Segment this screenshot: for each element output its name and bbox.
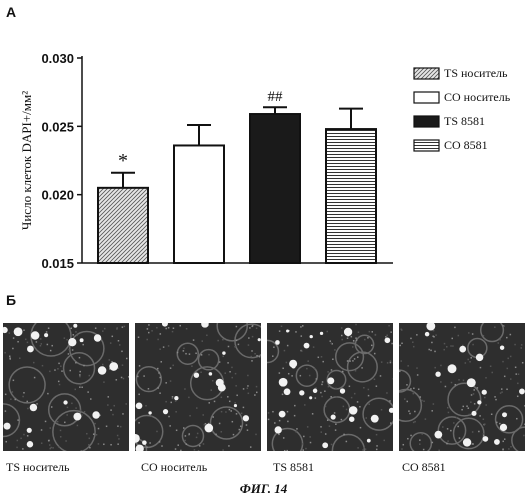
micrograph-caption-co-vehicle: CO носитель — [141, 460, 207, 475]
micrograph-ts-8581 — [267, 323, 393, 451]
micrograph-caption-co-8581: CO 8581 — [402, 460, 446, 475]
micrograph-image — [135, 323, 261, 451]
micrograph-co-vehicle — [135, 323, 261, 451]
legend-label: CO 8581 — [444, 138, 488, 152]
micrograph-image — [3, 323, 129, 451]
micrograph-co-8581 — [399, 323, 525, 451]
micrograph-caption-ts-vehicle: TS носитель — [6, 460, 70, 475]
legend-swatch — [414, 92, 439, 103]
legend-swatch — [414, 116, 439, 127]
micrograph-image — [399, 323, 525, 451]
chart-legend: TS носитель CO носитель TS 8581 CO 8581 — [414, 66, 511, 152]
figure-caption: ФИГ. 14 — [0, 481, 527, 497]
y-tick-label: 0.020 — [41, 188, 74, 203]
micrograph-image — [267, 323, 393, 451]
bar — [326, 129, 376, 263]
y-axis-label: Число клеток DAPI+/мм² — [19, 91, 34, 230]
chart-bars: * ## — [98, 89, 376, 263]
y-tick-label: 0.025 — [41, 119, 74, 134]
legend-label: TS 8581 — [444, 114, 485, 128]
bar — [174, 145, 224, 263]
legend-swatch — [414, 140, 439, 151]
y-tick-label: 0.030 — [41, 51, 74, 66]
legend-label: CO носитель — [444, 90, 511, 104]
panel-b-label: Б — [6, 292, 16, 308]
y-tick-label: 0.015 — [41, 256, 74, 271]
significance-marker: * — [118, 150, 128, 172]
significance-marker: ## — [268, 89, 284, 105]
micrograph-caption-ts-8581: TS 8581 — [273, 460, 314, 475]
legend-swatch — [414, 68, 439, 79]
bar — [98, 188, 148, 263]
bar-chart: 0.015 0.020 0.025 0.030 Число клеток DAPI+/м… — [0, 0, 527, 290]
micrograph-ts-vehicle — [3, 323, 129, 451]
legend-label: TS носитель — [444, 66, 508, 80]
bar — [250, 114, 300, 263]
